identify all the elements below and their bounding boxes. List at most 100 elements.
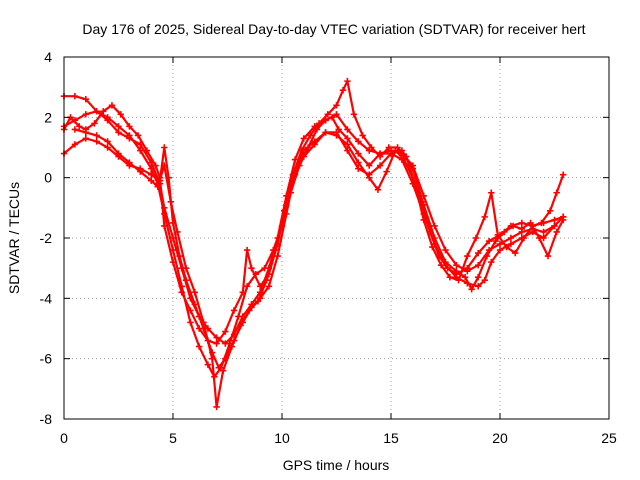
- data-point: [100, 108, 107, 115]
- data-point: [544, 252, 552, 260]
- data-point: [475, 274, 482, 281]
- data-point: [213, 403, 220, 411]
- data-point: [453, 261, 460, 269]
- data-point: [191, 289, 198, 296]
- data-point: [219, 367, 227, 374]
- data-point: [137, 147, 144, 154]
- data-point: [344, 135, 351, 142]
- data-point: [344, 141, 351, 148]
- data-point: [115, 150, 122, 157]
- data-point: [289, 171, 297, 178]
- chart-title: Day 176 of 2025, Sidereal Day-to-day VTE…: [82, 21, 585, 37]
- series-track-5: [71, 77, 567, 411]
- data-point: [553, 228, 560, 236]
- data-point: [387, 150, 395, 157]
- data-point: [359, 132, 366, 139]
- data-point: [174, 228, 181, 236]
- data-point: [161, 162, 168, 169]
- data-point: [394, 144, 401, 151]
- x-tick-label: 0: [60, 430, 68, 446]
- series-line: [62, 104, 565, 345]
- data-point: [355, 150, 362, 157]
- data-point: [472, 234, 480, 242]
- data-point: [464, 252, 471, 260]
- data-point: [475, 261, 482, 269]
- data-point: [228, 343, 236, 350]
- data-point: [315, 120, 323, 127]
- data-point: [546, 207, 554, 215]
- data-point: [453, 267, 460, 275]
- data-point: [187, 319, 194, 326]
- data-point: [446, 274, 454, 281]
- data-point: [553, 189, 560, 196]
- data-point: [213, 334, 220, 341]
- data-point: [300, 135, 307, 142]
- data-point: [355, 165, 362, 172]
- data-point: [176, 252, 183, 260]
- y-tick-label: -8: [40, 411, 53, 427]
- data-point: [254, 298, 262, 305]
- data-point: [115, 129, 122, 136]
- data-point: [398, 156, 406, 163]
- data-point: [257, 283, 264, 290]
- data-point: [148, 165, 155, 172]
- data-point: [501, 228, 508, 236]
- data-point: [455, 277, 462, 284]
- data-point: [403, 153, 410, 160]
- y-tick-label: -6: [40, 351, 53, 367]
- data-point: [261, 264, 268, 272]
- y-tick-label: -2: [40, 230, 53, 246]
- data-point: [263, 277, 270, 284]
- data-point: [420, 216, 427, 224]
- data-point: [374, 186, 382, 193]
- data-point: [209, 355, 216, 362]
- data-point: [243, 246, 251, 254]
- data-point: [366, 162, 373, 169]
- data-point: [82, 111, 89, 118]
- data-point: [496, 240, 504, 248]
- data-point: [152, 162, 159, 169]
- data-point: [485, 237, 493, 245]
- axis-ticks: [63, 56, 610, 420]
- data-point: [492, 237, 499, 245]
- y-axis-label: SDTVAR / TECUs: [6, 182, 22, 294]
- data-point: [161, 144, 168, 151]
- data-point: [265, 283, 273, 290]
- data-point: [551, 222, 558, 230]
- data-point: [137, 168, 144, 175]
- data-point: [126, 132, 133, 139]
- data-series: [60, 77, 567, 411]
- data-point: [195, 343, 203, 350]
- data-point: [507, 240, 515, 248]
- data-point: [437, 261, 445, 269]
- data-point: [333, 129, 340, 136]
- data-point: [429, 243, 436, 251]
- data-point: [104, 138, 111, 145]
- data-point: [134, 132, 142, 139]
- data-point: [355, 159, 362, 166]
- data-point: [76, 123, 83, 130]
- data-point: [368, 144, 375, 151]
- data-point: [213, 340, 220, 347]
- data-point: [178, 289, 185, 296]
- data-point: [187, 307, 194, 314]
- data-point: [204, 361, 212, 368]
- data-point: [243, 283, 251, 290]
- data-point: [481, 213, 488, 221]
- x-tick-label: 5: [169, 430, 177, 446]
- x-tick-label: 25: [601, 430, 617, 446]
- data-point: [93, 138, 100, 145]
- data-point: [161, 222, 168, 230]
- data-point: [560, 216, 567, 224]
- data-point: [488, 258, 495, 266]
- data-point: [93, 108, 100, 115]
- data-point: [560, 171, 567, 178]
- data-point: [237, 322, 244, 329]
- x-tick-label: 20: [492, 430, 508, 446]
- x-tick-labels: 0 5 10 15 20 25: [60, 430, 617, 446]
- data-point: [154, 183, 161, 190]
- x-tick-label: 10: [274, 430, 290, 446]
- data-point: [420, 201, 427, 209]
- data-point: [509, 222, 517, 230]
- data-point: [496, 246, 504, 254]
